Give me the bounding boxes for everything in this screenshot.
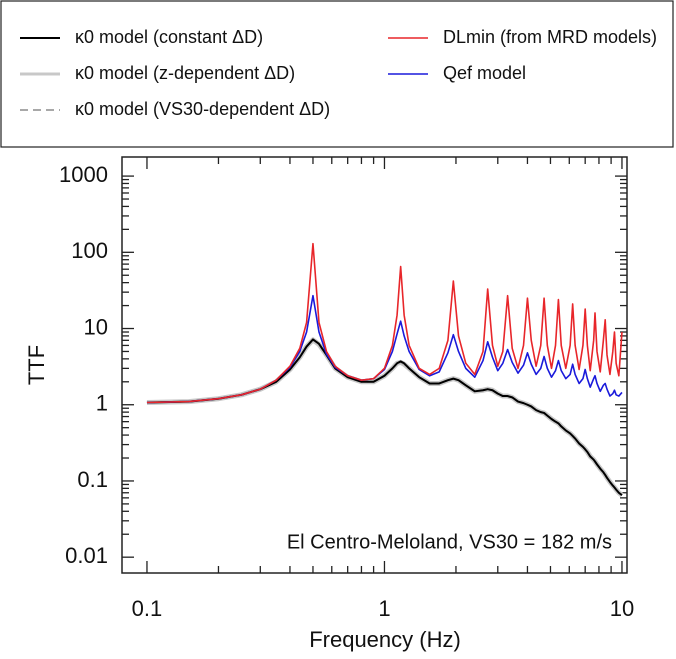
y-tick-label: 10 bbox=[84, 314, 108, 339]
y-tick-label: 0.1 bbox=[77, 467, 108, 492]
legend-label: κ0 model (z-dependent ΔD) bbox=[75, 63, 295, 83]
x-axis-title: Frequency (Hz) bbox=[309, 627, 461, 652]
y-tick-label: 0.01 bbox=[65, 543, 108, 568]
y-tick-label: 100 bbox=[71, 238, 108, 263]
y-axis-title: TTF bbox=[24, 345, 49, 385]
y-tick-label: 1 bbox=[96, 391, 108, 416]
y-tick-label: 1000 bbox=[59, 162, 108, 187]
series-line bbox=[146, 242, 623, 404]
x-tick-label: 10 bbox=[610, 596, 634, 621]
legend-label: κ0 model (VS30-dependent ΔD) bbox=[75, 99, 330, 119]
annotation: El Centro-Meloland, VS30 = 182 m/s bbox=[287, 531, 612, 553]
legend-box bbox=[0, 0, 674, 148]
legend-label: DLmin (from MRD models) bbox=[443, 27, 657, 47]
x-tick-label: 0.1 bbox=[132, 596, 163, 621]
x-tick-label: 1 bbox=[378, 596, 390, 621]
legend-label: κ0 model (constant ΔD) bbox=[75, 27, 263, 47]
plot-frame bbox=[121, 156, 628, 574]
legend-label: Qef model bbox=[443, 63, 526, 83]
series-line bbox=[146, 294, 623, 404]
